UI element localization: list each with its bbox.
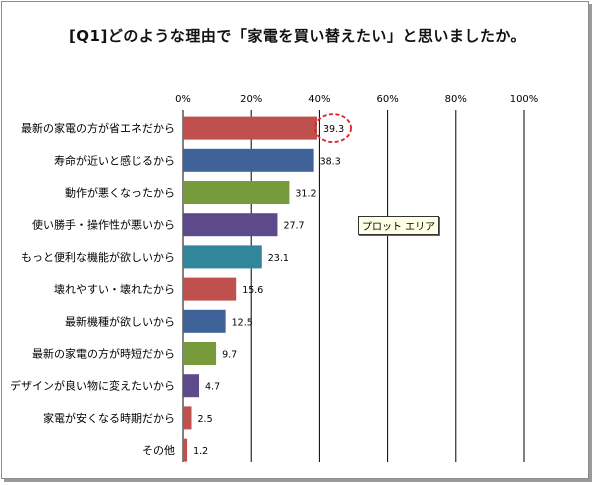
value-label: 39.3 — [323, 124, 344, 135]
category-label: 寿命が近いと感じるから — [54, 153, 175, 167]
value-label: 4.7 — [205, 382, 220, 393]
value-label: 1.2 — [193, 446, 208, 457]
category-label: 最新機種が欲しいから — [65, 314, 175, 328]
highlight-circle — [314, 113, 352, 144]
value-label: 38.3 — [320, 156, 341, 167]
bars-layer — [183, 116, 318, 462]
category-label: 壊れやすい・壊れたから — [54, 283, 175, 296]
value-label: 2.5 — [198, 414, 213, 425]
bar — [183, 181, 290, 204]
value-label: 23.1 — [268, 253, 289, 264]
x-tick-label: 20% — [240, 94, 262, 105]
bar — [183, 245, 262, 269]
bar — [183, 213, 278, 237]
bar — [183, 342, 217, 365]
category-label: その他 — [142, 444, 175, 457]
x-tick-label: 80% — [445, 94, 467, 105]
value-label: 31.2 — [295, 189, 316, 200]
category-label: もっと便利な機能が欲しいから — [21, 250, 175, 264]
x-tick-label: 60% — [376, 94, 398, 105]
bar — [183, 277, 237, 301]
category-label: 動作が悪くなったから — [65, 186, 175, 200]
x-tick-label: 100% — [510, 94, 539, 105]
bar — [183, 438, 188, 462]
bar — [183, 374, 200, 398]
category-label: 家電が安くなる時期だから — [43, 411, 175, 425]
labels-layer: 最新の家電の方が省エネだから 39.3 寿命が近いと感じるから 38.3 動作が悪くなっ… — [10, 113, 352, 457]
plot-area-tooltip: プロット エリア — [358, 216, 440, 235]
x-tick-label: 0% — [175, 94, 191, 105]
category-label: 最新の家電の方が時短だから — [32, 347, 175, 361]
bar — [183, 406, 192, 430]
bar — [183, 116, 318, 140]
value-label: 15.6 — [242, 285, 263, 296]
x-tick-label: 40% — [308, 94, 330, 105]
ticks-layer: 0% 20% 40% 60% 80% 100% — [175, 94, 538, 105]
category-label: 使い勝手・操作性が悪いから — [32, 218, 175, 232]
chart-frame — [1, 1, 589, 479]
bar — [183, 148, 314, 172]
category-label: デザインが良い物に変えたいから — [10, 379, 175, 393]
value-label: 12.5 — [232, 317, 253, 328]
category-label: 最新の家電の方が省エネだから — [21, 121, 175, 135]
bar — [183, 309, 226, 333]
value-label: 9.7 — [222, 350, 237, 361]
value-label: 27.7 — [283, 221, 304, 232]
chart-title: [Q1]どのような理由で「家電を買い替えたい」と思いましたか。 — [68, 27, 527, 45]
